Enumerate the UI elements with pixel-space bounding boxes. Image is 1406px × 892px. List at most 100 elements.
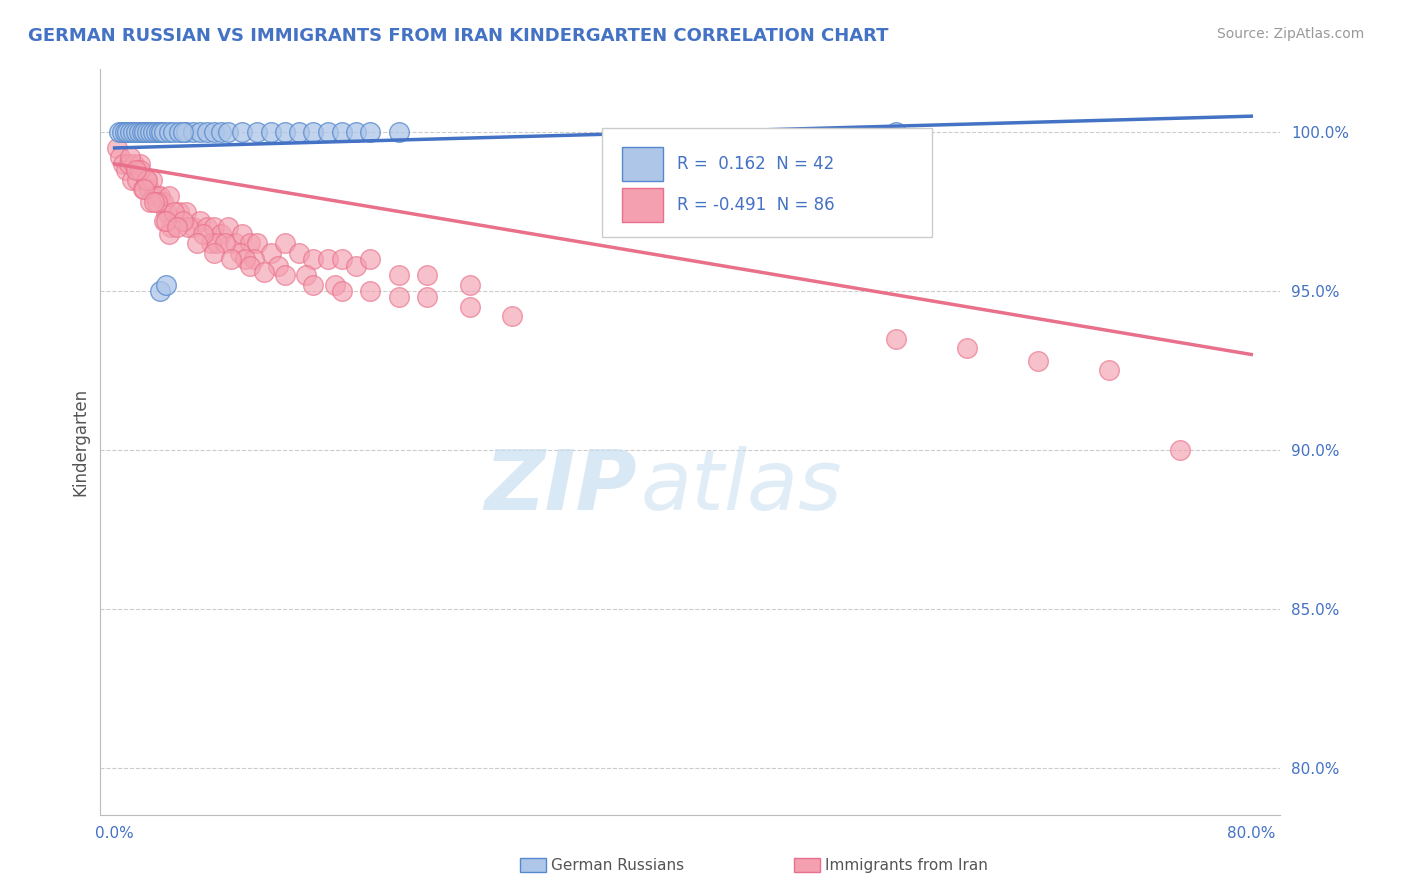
Point xyxy=(359,252,381,267)
Point xyxy=(155,277,177,292)
Point xyxy=(260,245,283,260)
Point xyxy=(202,245,225,260)
Point xyxy=(202,220,225,235)
Point xyxy=(246,236,269,251)
Point xyxy=(1168,442,1191,457)
Point xyxy=(108,125,131,139)
Point xyxy=(274,236,297,251)
Point xyxy=(214,236,236,251)
Point xyxy=(205,236,228,251)
Point xyxy=(124,157,146,171)
Point xyxy=(172,214,194,228)
Point xyxy=(131,125,153,139)
Point xyxy=(330,252,353,267)
Point xyxy=(167,125,190,139)
Point xyxy=(145,125,167,139)
Point xyxy=(209,227,232,241)
Point xyxy=(115,163,138,178)
Point xyxy=(884,125,907,139)
Text: atlas: atlas xyxy=(641,446,842,527)
Point xyxy=(160,220,183,235)
Point xyxy=(146,188,169,202)
Point xyxy=(1098,363,1121,377)
Point xyxy=(195,220,218,235)
Point xyxy=(243,252,266,267)
Point xyxy=(163,204,186,219)
Point xyxy=(501,310,523,324)
Text: Immigrants from Iran: Immigrants from Iran xyxy=(825,858,988,872)
Point xyxy=(174,204,197,219)
Point xyxy=(344,259,367,273)
Point xyxy=(224,236,246,251)
Point xyxy=(458,300,481,314)
Point xyxy=(117,125,139,139)
Point xyxy=(132,182,155,196)
Point xyxy=(416,268,439,282)
Point xyxy=(359,284,381,298)
Point xyxy=(316,252,339,267)
Point xyxy=(295,268,318,282)
Point xyxy=(149,284,172,298)
Point xyxy=(138,182,160,196)
Point xyxy=(162,125,184,139)
Point xyxy=(956,341,979,355)
Point xyxy=(148,125,170,139)
Point xyxy=(142,125,165,139)
Point xyxy=(274,125,297,139)
Point xyxy=(136,125,159,139)
Point xyxy=(174,125,197,139)
Point xyxy=(253,265,276,279)
Point xyxy=(139,194,162,209)
Text: ZIP: ZIP xyxy=(484,446,637,527)
Point xyxy=(209,125,232,139)
Point xyxy=(316,125,339,139)
Point xyxy=(186,236,208,251)
Point xyxy=(217,125,239,139)
Point xyxy=(231,227,253,241)
FancyBboxPatch shape xyxy=(602,128,932,236)
Point xyxy=(125,125,148,139)
Point xyxy=(238,236,260,251)
Point xyxy=(152,194,174,209)
Point xyxy=(330,125,353,139)
Point xyxy=(128,125,150,139)
Point xyxy=(1026,354,1049,368)
Point xyxy=(302,277,325,292)
Point xyxy=(122,125,145,139)
Point xyxy=(302,125,325,139)
Point xyxy=(458,277,481,292)
Point xyxy=(143,188,166,202)
Text: GERMAN RUSSIAN VS IMMIGRANTS FROM IRAN KINDERGARTEN CORRELATION CHART: GERMAN RUSSIAN VS IMMIGRANTS FROM IRAN K… xyxy=(28,27,889,45)
Point xyxy=(134,125,156,139)
Point xyxy=(200,236,222,251)
Point xyxy=(181,220,204,235)
Text: R =  0.162  N = 42: R = 0.162 N = 42 xyxy=(678,154,834,173)
Point xyxy=(302,252,325,267)
Point xyxy=(157,227,180,241)
Point xyxy=(238,259,260,273)
Point xyxy=(231,125,253,139)
Point xyxy=(118,157,141,171)
Point xyxy=(274,268,297,282)
Point xyxy=(177,220,200,235)
Point xyxy=(125,163,148,178)
Point xyxy=(112,157,135,171)
Point xyxy=(188,214,211,228)
Point xyxy=(288,125,311,139)
Point xyxy=(135,172,157,186)
Point xyxy=(149,188,172,202)
Point xyxy=(120,151,142,165)
Point xyxy=(267,259,290,273)
Point xyxy=(388,268,411,282)
Point xyxy=(288,245,311,260)
Bar xyxy=(621,147,662,180)
Point xyxy=(136,172,159,186)
Point xyxy=(121,172,143,186)
Point xyxy=(191,227,214,241)
Point xyxy=(260,125,283,139)
Point xyxy=(114,125,136,139)
Text: Source: ZipAtlas.com: Source: ZipAtlas.com xyxy=(1216,27,1364,41)
Bar xyxy=(621,188,662,221)
Point xyxy=(388,290,411,304)
Point xyxy=(416,290,439,304)
